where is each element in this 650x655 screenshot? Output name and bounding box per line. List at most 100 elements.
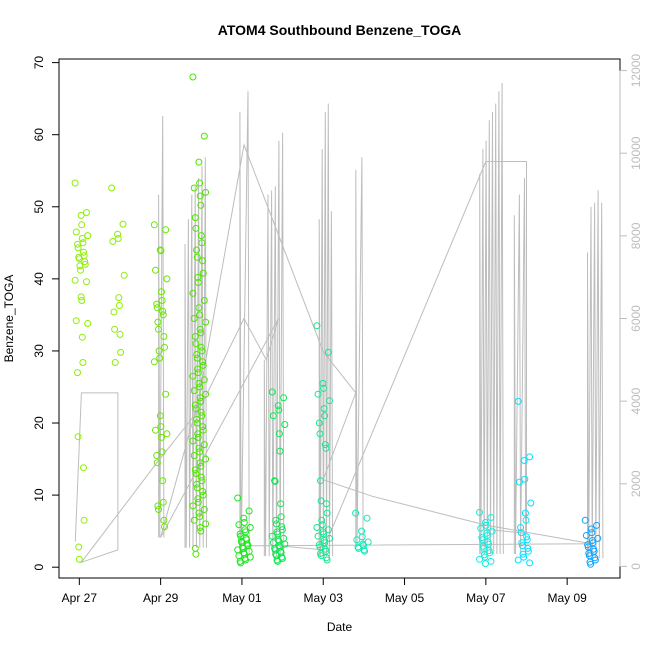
data-point [522,516,530,524]
data-point [190,315,198,322]
data-point [314,532,322,540]
data-point [272,516,280,524]
data-point [194,273,202,281]
y2-tick-label: 0 [629,563,643,570]
data-point [361,547,369,555]
data-point [518,542,526,550]
data-point [78,333,86,341]
y-tick-label: 20 [32,416,46,430]
data-point [191,333,199,340]
data-point [196,179,204,187]
data-point [152,266,159,274]
data-point [363,514,371,522]
data-point [193,480,201,488]
data-point [114,235,122,242]
y2-tick-label: 2000 [629,470,643,497]
data-point [275,406,283,414]
data-point [199,361,207,369]
data-point [527,499,535,507]
data-point [195,379,203,387]
altitude-profile-1 [158,115,165,538]
data-point [202,188,210,196]
data-point [196,311,204,319]
data-point [520,457,528,464]
data-point [196,524,204,531]
data-point [202,318,210,326]
data-point [159,307,167,315]
data-point [519,550,527,558]
y-tick-label: 50 [32,200,46,214]
data-point [155,347,163,355]
data-point [588,529,596,537]
data-point [517,529,525,537]
data-point [196,448,204,456]
data-point [277,500,285,508]
data-point [189,437,197,445]
data-point [74,433,82,441]
x-tick-label: Apr 27 [62,591,98,605]
data-point [476,508,483,516]
data-point [154,502,162,510]
data-point [156,354,164,362]
data-point [159,498,167,506]
y-tick-label: 30 [32,344,46,358]
data-point [72,228,80,236]
data-point [193,253,201,261]
data-point [198,412,206,420]
data-point [278,523,286,531]
data-point [159,311,167,319]
altitude-connector-line [74,143,592,564]
data-point [192,405,200,413]
data-point [199,358,207,366]
data-point [196,325,204,333]
data-point [526,453,534,461]
data-point [72,317,80,325]
data-point [199,488,207,495]
data-point [192,224,200,232]
data-point [196,192,204,200]
data-point [482,519,489,526]
data-point [274,557,282,565]
data-point [191,466,199,474]
data-point [189,73,197,81]
y-tick-label: 40 [32,272,46,286]
data-point [197,408,205,416]
data-point [313,322,321,330]
data-point [155,506,162,513]
data-point [83,278,90,286]
x-tick-label: May 05 [385,591,425,605]
data-point [75,255,83,263]
data-point [150,358,158,366]
data-point [195,158,203,166]
data-point [163,430,171,438]
data-point [199,426,207,434]
data-point [318,521,326,529]
data-point [192,550,200,558]
data-point [320,405,328,413]
data-point [78,297,86,304]
data-point [198,239,206,247]
data-point [235,521,243,529]
altitude-profile-8 [513,177,527,555]
altitude-profile-2 [184,157,207,548]
data-point [161,343,168,351]
data-point [75,555,83,563]
data-point [321,441,329,449]
x-tick-label: May 07 [466,591,506,605]
data-point [324,348,332,356]
x-tick-label: May 09 [547,591,587,605]
data-point [194,495,202,503]
data-point [200,506,208,513]
x-tick-label: Apr 29 [143,591,179,605]
data-point [81,258,89,266]
data-point [160,333,168,340]
data-point [526,559,534,567]
data-point [192,340,200,348]
data-point [191,401,199,409]
data-point [71,276,79,284]
x-tick-label: May 03 [304,591,344,605]
data-point [190,452,198,459]
data-point [189,372,197,380]
